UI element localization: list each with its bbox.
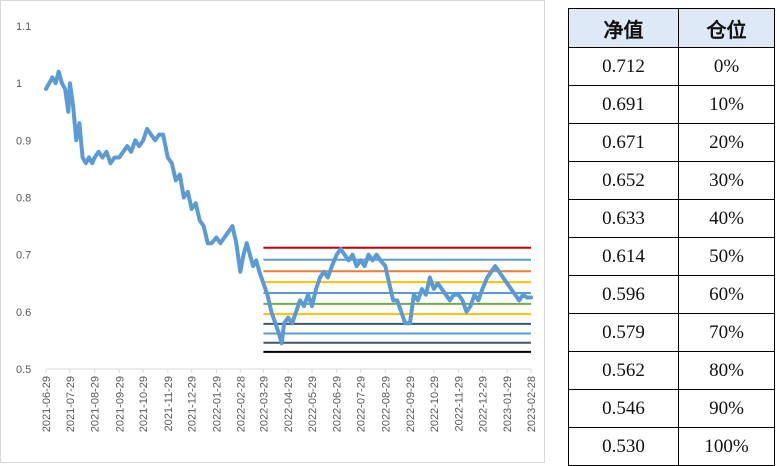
position-cell: 20%	[678, 123, 775, 162]
table-row: 0.596 60%	[568, 275, 775, 314]
x-tick-label: 2022-01-29	[211, 376, 223, 432]
nav-cell: 0.614	[568, 237, 679, 276]
x-tick-label: 2021-12-29	[187, 376, 199, 432]
x-tick-label: 2022-06-29	[332, 376, 344, 432]
table-row: 0.530 100%	[568, 427, 775, 466]
x-tick-label: 2022-03-29	[258, 376, 270, 432]
x-tick-label: 2022-07-29	[356, 376, 368, 432]
y-tick-label: 0.5	[16, 364, 31, 376]
table-row: 0.633 40%	[568, 199, 775, 238]
table-row: 0.712 0%	[568, 47, 775, 86]
position-cell: 40%	[678, 199, 775, 238]
x-tick-label: 2021-08-29	[90, 376, 102, 432]
y-tick-label: 0.8	[16, 193, 31, 205]
x-tick-label: 2022-02-28	[235, 376, 247, 432]
header-position: 仓位	[678, 8, 775, 48]
x-tick-label: 2022-05-29	[307, 376, 319, 432]
position-cell: 50%	[678, 237, 775, 276]
table-row: 0.546 90%	[568, 389, 775, 428]
x-tick-label: 2022-12-29	[477, 376, 489, 432]
x-tick-label: 2023-02-28	[526, 376, 538, 432]
table-header-row: 净值 仓位	[568, 8, 775, 48]
y-tick-label: 0.9	[16, 135, 31, 147]
x-tick-label: 2021-11-29	[163, 376, 175, 431]
nav-cell: 0.671	[568, 123, 679, 162]
y-tick-label: 0.6	[16, 307, 31, 319]
y-tick-label: 1.1	[16, 21, 31, 33]
position-cell: 70%	[678, 313, 775, 352]
nav-line-chart: 0.5 0.6 0.7 0.8 0.9 1 1.1 2021-06-29 2021-07-29 2…	[16, 21, 538, 432]
position-cell: 80%	[678, 351, 775, 390]
header-nav: 净值	[568, 8, 679, 48]
x-tick-label: 2021-07-29	[65, 376, 77, 432]
position-cell: 100%	[678, 427, 775, 466]
table-row: 0.614 50%	[568, 237, 775, 276]
x-tick-label: 2022-11-29	[454, 376, 466, 431]
position-cell: 0%	[678, 47, 775, 86]
position-cell: 90%	[678, 389, 775, 428]
table-row: 0.691 10%	[568, 85, 775, 124]
nav-cell: 0.579	[568, 313, 679, 352]
nav-cell: 0.633	[568, 199, 679, 238]
nav-cell: 0.562	[568, 351, 679, 390]
table-row: 0.671 20%	[568, 123, 775, 162]
position-cell: 30%	[678, 161, 775, 200]
x-tick-label: 2022-08-29	[380, 376, 392, 432]
x-tick-label: 2021-06-29	[41, 376, 53, 432]
table-row: 0.562 80%	[568, 351, 775, 390]
x-tick-label: 2022-10-29	[429, 376, 441, 432]
x-tick-label: 2023-01-29	[502, 376, 514, 432]
table-row: 0.652 30%	[568, 161, 775, 200]
grid-position-table: 净值 仓位 0.712 0% 0.691 10% 0.671 20% 0.652 30% 0.6…	[568, 8, 775, 466]
table-row: 0.579 70%	[568, 313, 775, 352]
y-tick-label: 1	[16, 78, 22, 90]
nav-cell: 0.652	[568, 161, 679, 200]
position-cell: 10%	[678, 85, 775, 124]
nav-cell: 0.546	[568, 389, 679, 428]
x-tick-label: 2022-09-29	[405, 376, 417, 432]
nav-cell: 0.712	[568, 47, 679, 86]
nav-cell: 0.530	[568, 427, 679, 466]
position-cell: 60%	[678, 275, 775, 314]
nav-cell: 0.596	[568, 275, 679, 314]
x-tick-label: 2021-09-29	[114, 376, 126, 432]
x-tick-label: 2021-10-29	[138, 376, 150, 432]
x-tick-label: 2022-04-29	[283, 376, 295, 432]
series-line	[44, 69, 533, 346]
chart-panel: 0.5 0.6 0.7 0.8 0.9 1 1.1 2021-06-29 2021-07-29 2…	[0, 0, 545, 463]
y-tick-label: 0.7	[16, 250, 31, 262]
nav-cell: 0.691	[568, 85, 679, 124]
